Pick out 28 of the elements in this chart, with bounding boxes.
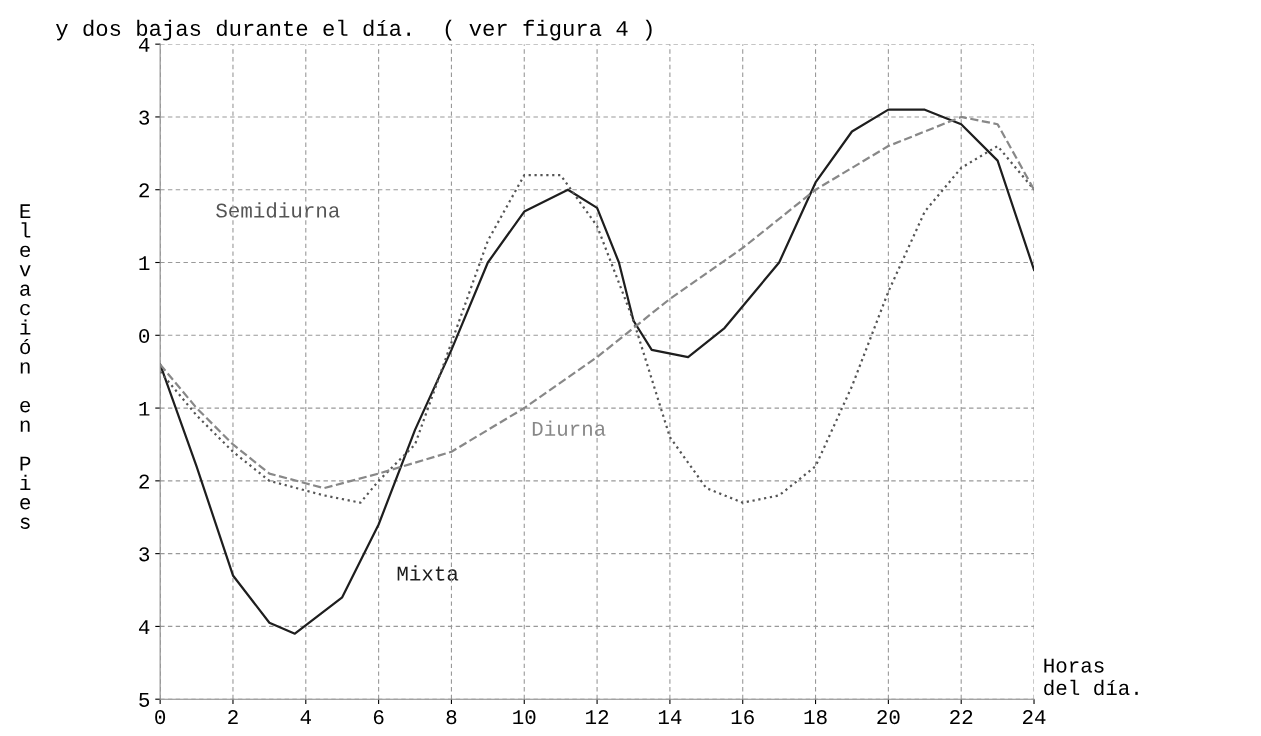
x-tick-label: 24 [1022,710,1046,725]
y-tick-label: 1 [139,401,150,416]
series-label: Diurna [532,420,606,436]
x-tick-label: 8 [446,710,457,725]
y-tick-label: 3 [139,547,150,562]
x-tick-label: 2 [228,710,238,725]
line-series [160,108,1035,635]
x-tick-label: 4 [300,710,311,725]
x-tick-label: 0 [155,710,166,725]
y-tick-label: 1 [139,256,150,271]
y-tick-label: 0 [139,328,150,344]
x-tick-label: 12 [586,710,609,725]
x-tick-label: 14 [658,710,682,725]
y-tick-label: 4 [138,620,150,634]
text: Elevación en Pies [19,204,31,529]
series-label: Mixta [397,565,459,581]
y-tick-label: 3 [139,110,150,125]
x-axis-title: Horas del día. [1044,658,1138,696]
y-tick-label: 5 [139,693,150,707]
y-tick-label: 2 [139,474,149,489]
text: Semidiurna [216,202,340,218]
x-tick-label: 6 [373,710,384,725]
x-tick-label: 22 [950,710,973,725]
x-tick-label: 20 [877,710,900,725]
x-tick-label: 16 [731,710,754,725]
x-tick-label: 18 [804,710,827,725]
y-tick-label: 2 [139,183,149,198]
x-tick-label: 10 [513,710,536,725]
